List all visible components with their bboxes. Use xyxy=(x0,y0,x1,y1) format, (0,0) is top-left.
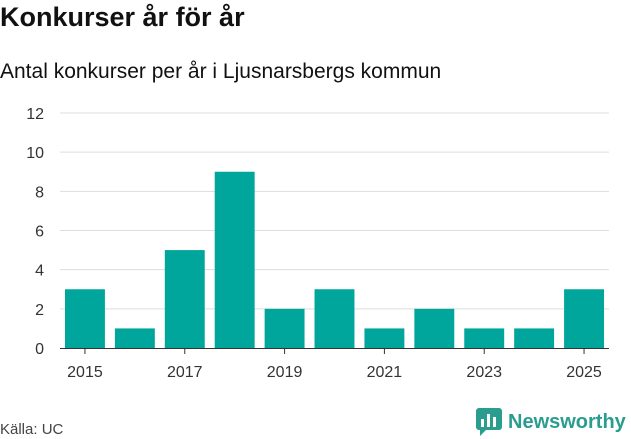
bar-2023 xyxy=(464,328,505,348)
bar-2018 xyxy=(214,171,255,348)
x-tick-label: 2019 xyxy=(267,364,303,381)
y-tick-label: 6 xyxy=(35,224,44,241)
y-tick-label: 12 xyxy=(26,106,44,123)
y-tick-label: 0 xyxy=(35,341,44,358)
y-tick-label: 2 xyxy=(35,302,44,319)
brand-name: Newsworthy xyxy=(508,410,626,433)
x-tick-label: 2017 xyxy=(167,364,203,381)
bar-2021 xyxy=(364,328,405,348)
y-tick-label: 4 xyxy=(35,263,44,280)
bar-2016 xyxy=(114,328,155,348)
y-tick-label: 10 xyxy=(26,145,44,162)
x-tick-label: 2021 xyxy=(367,364,403,381)
bar-chart-speech-bubble-icon xyxy=(476,408,502,436)
bar-chart: 0 2 4 6 8 10 12 2015 2017 2019 2021 2023 2025 xyxy=(26,106,609,381)
bar-2024 xyxy=(514,328,555,348)
chart-subtitle: Antal konkurser per år i Ljusnarsbergs k… xyxy=(0,60,442,83)
bar-2017 xyxy=(164,250,205,348)
brand-logo: Newsworthy xyxy=(476,408,626,436)
bar-2019 xyxy=(264,308,305,348)
y-tick-label: 8 xyxy=(35,184,44,201)
x-tick-label: 2015 xyxy=(67,364,103,381)
bar-2025 xyxy=(564,289,605,348)
source-note: Källa: UC xyxy=(0,421,64,438)
x-tick-label: 2023 xyxy=(466,364,502,381)
bar-2022 xyxy=(414,308,455,348)
x-tick-label: 2025 xyxy=(566,364,602,381)
chart-title: Konkurser år för år xyxy=(0,2,245,32)
bar-2020 xyxy=(314,289,355,348)
bar-2015 xyxy=(64,289,105,348)
